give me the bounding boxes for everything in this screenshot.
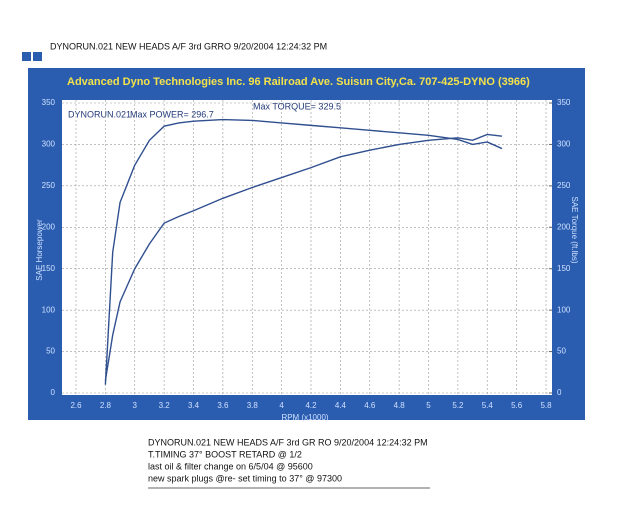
y-tick-label: 200 [42, 222, 56, 231]
footer-line: last oil & filter change on 6/5/04 @ 956… [148, 461, 313, 471]
y-tick-label: 0 [51, 388, 56, 397]
series-line [104, 118, 503, 385]
x-tick-label: 3 [133, 401, 138, 410]
y-tick-label: 250 [42, 181, 56, 190]
annotation: Max TORQUE= 329.5 [253, 101, 341, 111]
x-tick-label: 4.4 [335, 401, 347, 410]
footer-line: DYNORUN.021 NEW HEADS A/F 3rd GR RO 9/20… [148, 437, 428, 447]
header: DYNORUN.021 NEW HEADS A/F 3rd GRRO 9/20/… [50, 41, 327, 51]
x-axis-label: RPM (x1000) [281, 413, 328, 422]
logo-square [22, 52, 31, 61]
y2-tick-label: 300 [557, 140, 571, 149]
x-tick-label: 3.2 [159, 401, 171, 410]
logo-square [33, 52, 42, 61]
x-tick-label: 3.8 [247, 401, 259, 410]
y2-tick-label: 200 [557, 222, 571, 231]
y2-tick-label: 150 [557, 264, 571, 273]
y-tick-label: 50 [46, 347, 55, 356]
x-tick-label: 4.8 [394, 401, 406, 410]
y2-tick-label: 250 [557, 181, 571, 190]
y2-tick-label: 0 [557, 388, 562, 397]
chart-title: Advanced Dyno Technologies Inc. 96 Railr… [67, 76, 530, 88]
x-tick-label: 5.4 [482, 401, 494, 410]
footer-line: new spark plugs @re- set timing to 37° @… [148, 473, 342, 483]
y-tick-label: 350 [42, 98, 56, 107]
footer-line: T.TIMING 37° BOOST RETARD @ 1/2 [148, 449, 302, 459]
x-tick-label: 4 [279, 401, 284, 410]
annotation: Max POWER= 296.7 [130, 109, 214, 119]
x-tick-label: 5.8 [540, 401, 552, 410]
x-tick-label: 3.6 [217, 401, 229, 410]
y-tick-label: 300 [42, 140, 56, 149]
x-tick-label: 5 [426, 401, 431, 410]
x-tick-label: 4.2 [305, 401, 317, 410]
y2-tick-label: 100 [557, 305, 571, 314]
y2-tick-label: 50 [557, 347, 566, 356]
x-tick-label: 2.6 [70, 401, 82, 410]
y2-tick-label: 350 [557, 98, 571, 107]
y-tick-label: 100 [42, 305, 56, 314]
x-tick-label: 4.6 [364, 401, 376, 410]
x-tick-label: 2.8 [100, 401, 112, 410]
y2-axis-label: SAE Torque (ft.lbs) [570, 197, 579, 264]
x-tick-label: 5.6 [511, 401, 523, 410]
y-tick-label: 150 [42, 264, 56, 273]
annotation: DYNORUN.021 [68, 109, 131, 119]
x-tick-label: 5.2 [452, 401, 464, 410]
x-tick-label: 3.4 [188, 401, 200, 410]
y-axis-label: SAE Horsepower [35, 219, 44, 281]
